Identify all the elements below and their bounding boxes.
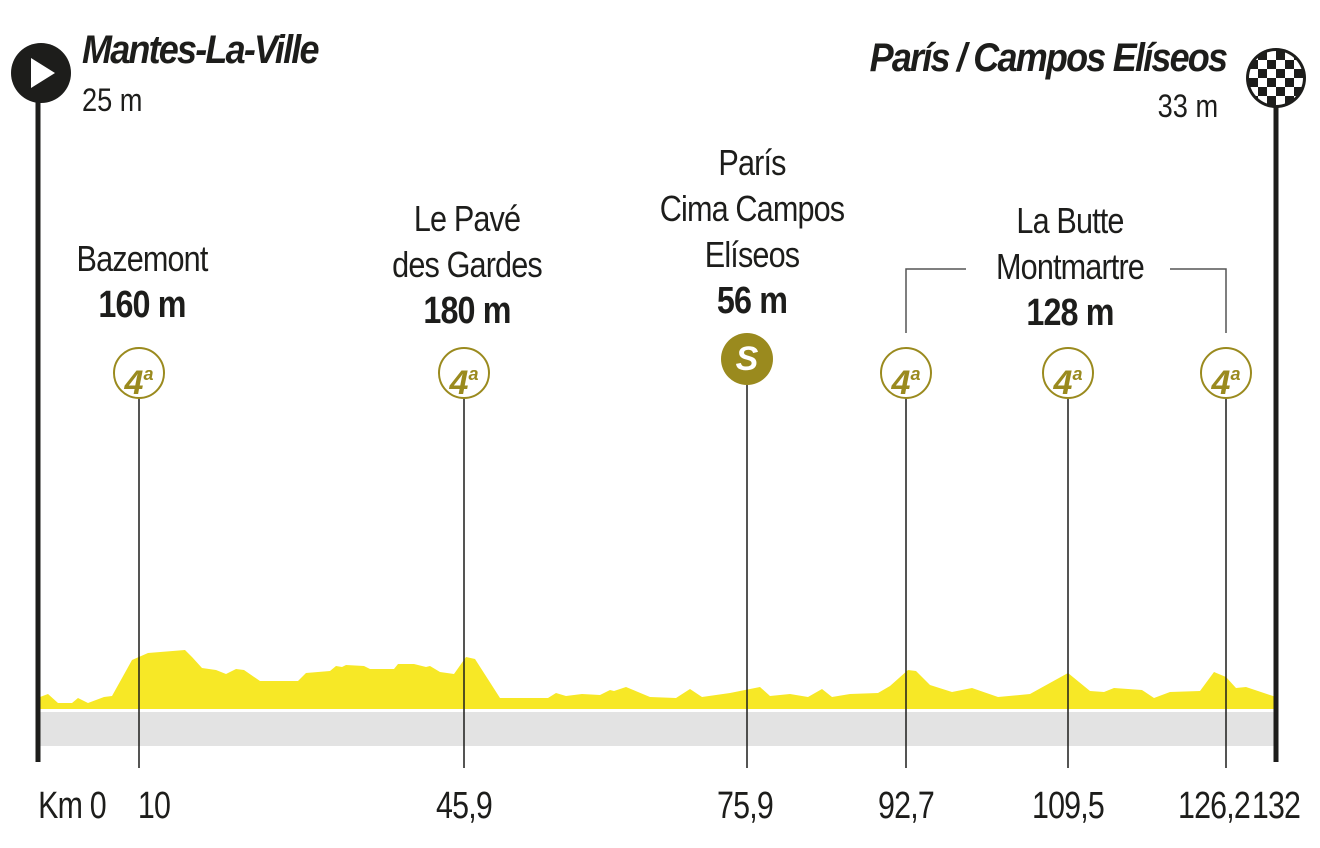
km-label: 92,7 bbox=[878, 785, 935, 827]
sprint-badge: S bbox=[721, 333, 773, 385]
flag-square bbox=[1267, 51, 1276, 60]
play-icon bbox=[11, 43, 71, 103]
climb-bazemont: Bazemont 160 m bbox=[76, 238, 209, 326]
category-4-badge: 4a bbox=[1200, 347, 1252, 402]
climb-pave-des-gardes: Le Pavé des Gardes 180 m bbox=[392, 198, 543, 332]
category-4-badge: 4a bbox=[113, 347, 165, 402]
elevation-profile bbox=[38, 650, 1276, 709]
start-altitude: 25 m bbox=[82, 82, 143, 118]
flag-square bbox=[1276, 78, 1285, 87]
flag-square bbox=[1258, 96, 1267, 105]
flag-square bbox=[1276, 60, 1285, 69]
category-4-badge: 4a bbox=[1042, 347, 1094, 402]
km-label: 126,2 bbox=[1177, 785, 1251, 827]
flag-square bbox=[1294, 78, 1303, 87]
flag-square bbox=[1294, 60, 1303, 69]
flag-square bbox=[1249, 87, 1258, 96]
ground-band bbox=[38, 712, 1276, 746]
checkered-flag-icon bbox=[1246, 48, 1306, 108]
flag-square bbox=[1285, 69, 1294, 78]
km-label: 45,9 bbox=[436, 785, 493, 827]
flag-square bbox=[1276, 96, 1285, 105]
flag-square bbox=[1258, 60, 1267, 69]
flag-square bbox=[1285, 51, 1294, 60]
flag-square bbox=[1249, 69, 1258, 78]
km-label: 10 bbox=[137, 785, 171, 827]
km-end-label: 132 bbox=[1251, 785, 1301, 827]
bracket-left bbox=[905, 268, 966, 333]
sprint-paris: París Cima Campos Elíseos 56 m bbox=[659, 142, 845, 322]
category-4-badge: 4a bbox=[438, 347, 490, 402]
flag-square bbox=[1267, 69, 1276, 78]
km-label: 75,9 bbox=[717, 785, 774, 827]
start-city: Mantes-La-Ville bbox=[82, 28, 320, 72]
finish-altitude: 33 m bbox=[1157, 88, 1218, 124]
flag-square bbox=[1285, 87, 1294, 96]
finish-city: París / Campos Elíseos bbox=[869, 36, 1227, 80]
km-start-label: Km 0 bbox=[38, 785, 107, 827]
category-4-badge: 4a bbox=[880, 347, 932, 402]
km-label: 109,5 bbox=[1031, 785, 1105, 827]
climb-montmartre: La Butte Montmartre 128 m bbox=[996, 200, 1145, 334]
flag-square bbox=[1267, 87, 1276, 96]
flag-square bbox=[1258, 78, 1267, 87]
bracket-right bbox=[1170, 268, 1227, 333]
